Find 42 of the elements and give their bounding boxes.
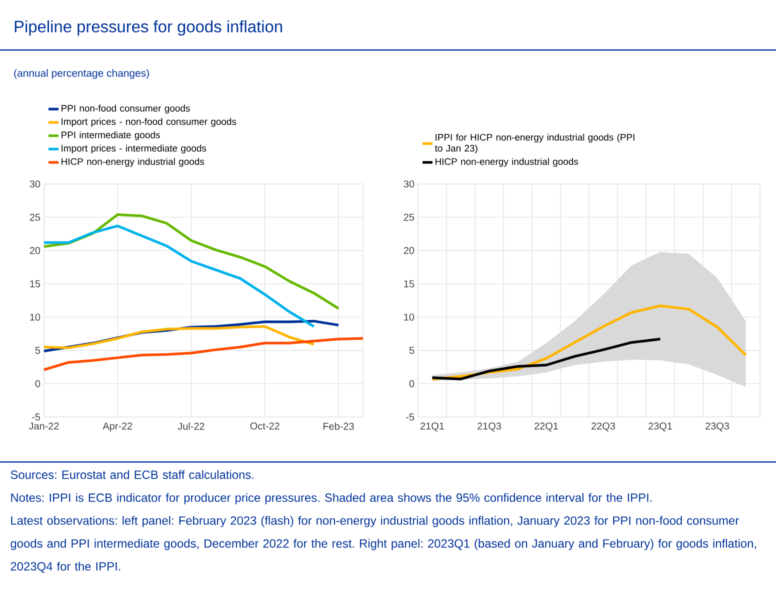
y-tick-label: 10 — [404, 314, 414, 321]
y-tick-label: 30 — [404, 180, 414, 188]
y-tick-label: 5 — [409, 346, 414, 354]
legend-label: HICP non-energy industrial goods — [436, 158, 578, 167]
x-tick-label: 21Q3 — [478, 422, 502, 432]
y-tick-label: 30 — [30, 180, 40, 188]
line-series — [42, 224, 316, 328]
x-tick-label: 23Q1 — [648, 422, 672, 432]
y-tick-label: 0 — [35, 380, 40, 388]
y-tick-label: 15 — [30, 280, 40, 288]
x-tick-label: Jul-22 — [178, 422, 204, 430]
line-series — [42, 325, 316, 350]
source-note: Sources: Eurostat and ECB staff calculations. — [10, 470, 254, 479]
legend-label: PPI non-food consumer goods — [62, 104, 190, 114]
y-tick-label: 20 — [404, 247, 414, 254]
x-tick-label: 22Q3 — [592, 422, 616, 432]
y-tick-label: 5 — [35, 346, 40, 354]
x-tick-label: Feb-23 — [324, 422, 354, 430]
x-tick-label: Apr-22 — [102, 422, 132, 432]
x-tick-label: 21Q1 — [420, 422, 444, 432]
legend-label: Import prices - non-food consumer goods — [62, 118, 236, 127]
y-tick-label: 0 — [409, 380, 414, 388]
x-tick-label: Oct-22 — [250, 422, 280, 430]
y-tick-label: 25 — [30, 214, 40, 221]
legend-label: HICP non-energy industrial goods — [62, 158, 204, 167]
y-tick-label: 20 — [30, 247, 40, 254]
x-tick-label: 23Q3 — [706, 422, 730, 432]
chart-title: Pipeline pressures for goods inflation — [14, 20, 282, 36]
y-tick-label: 15 — [404, 280, 414, 288]
text: Notes: IPPI is ECB indicator for producer price pressures. Shaded area shows the 95% confidence interval for the IPPI. — [11, 493, 652, 504]
legend-label: PPI intermediate goods — [62, 131, 160, 140]
y-tick-label: -5 — [32, 414, 40, 420]
y-tick-label: -5 — [406, 414, 414, 420]
y-tick-label: 25 — [404, 214, 414, 221]
y-tick-label: 10 — [30, 314, 40, 321]
chart-subtitle: (annual percentage changes) — [14, 69, 149, 79]
x-tick-label: Jan-22 — [28, 422, 59, 430]
text: Latest observations: left panel: February 2023 (flash) for non-energy industrial goods inflation, January 2023 for PPI non-food consumer goods and PPI intermediate goods, December 2022 for the rest. Right panel: 2023Q1 (based on January and February) for goods inflation, 2023Q4 for the IPPI. — [10, 516, 756, 573]
legend-label: Import prices - intermediate goods — [62, 144, 206, 154]
line-series — [430, 338, 662, 380]
legend-label: IPPI for HICP non-energy industrial goods (PPI to Jan 23) — [434, 134, 634, 154]
x-tick-label: 22Q1 — [534, 422, 558, 432]
